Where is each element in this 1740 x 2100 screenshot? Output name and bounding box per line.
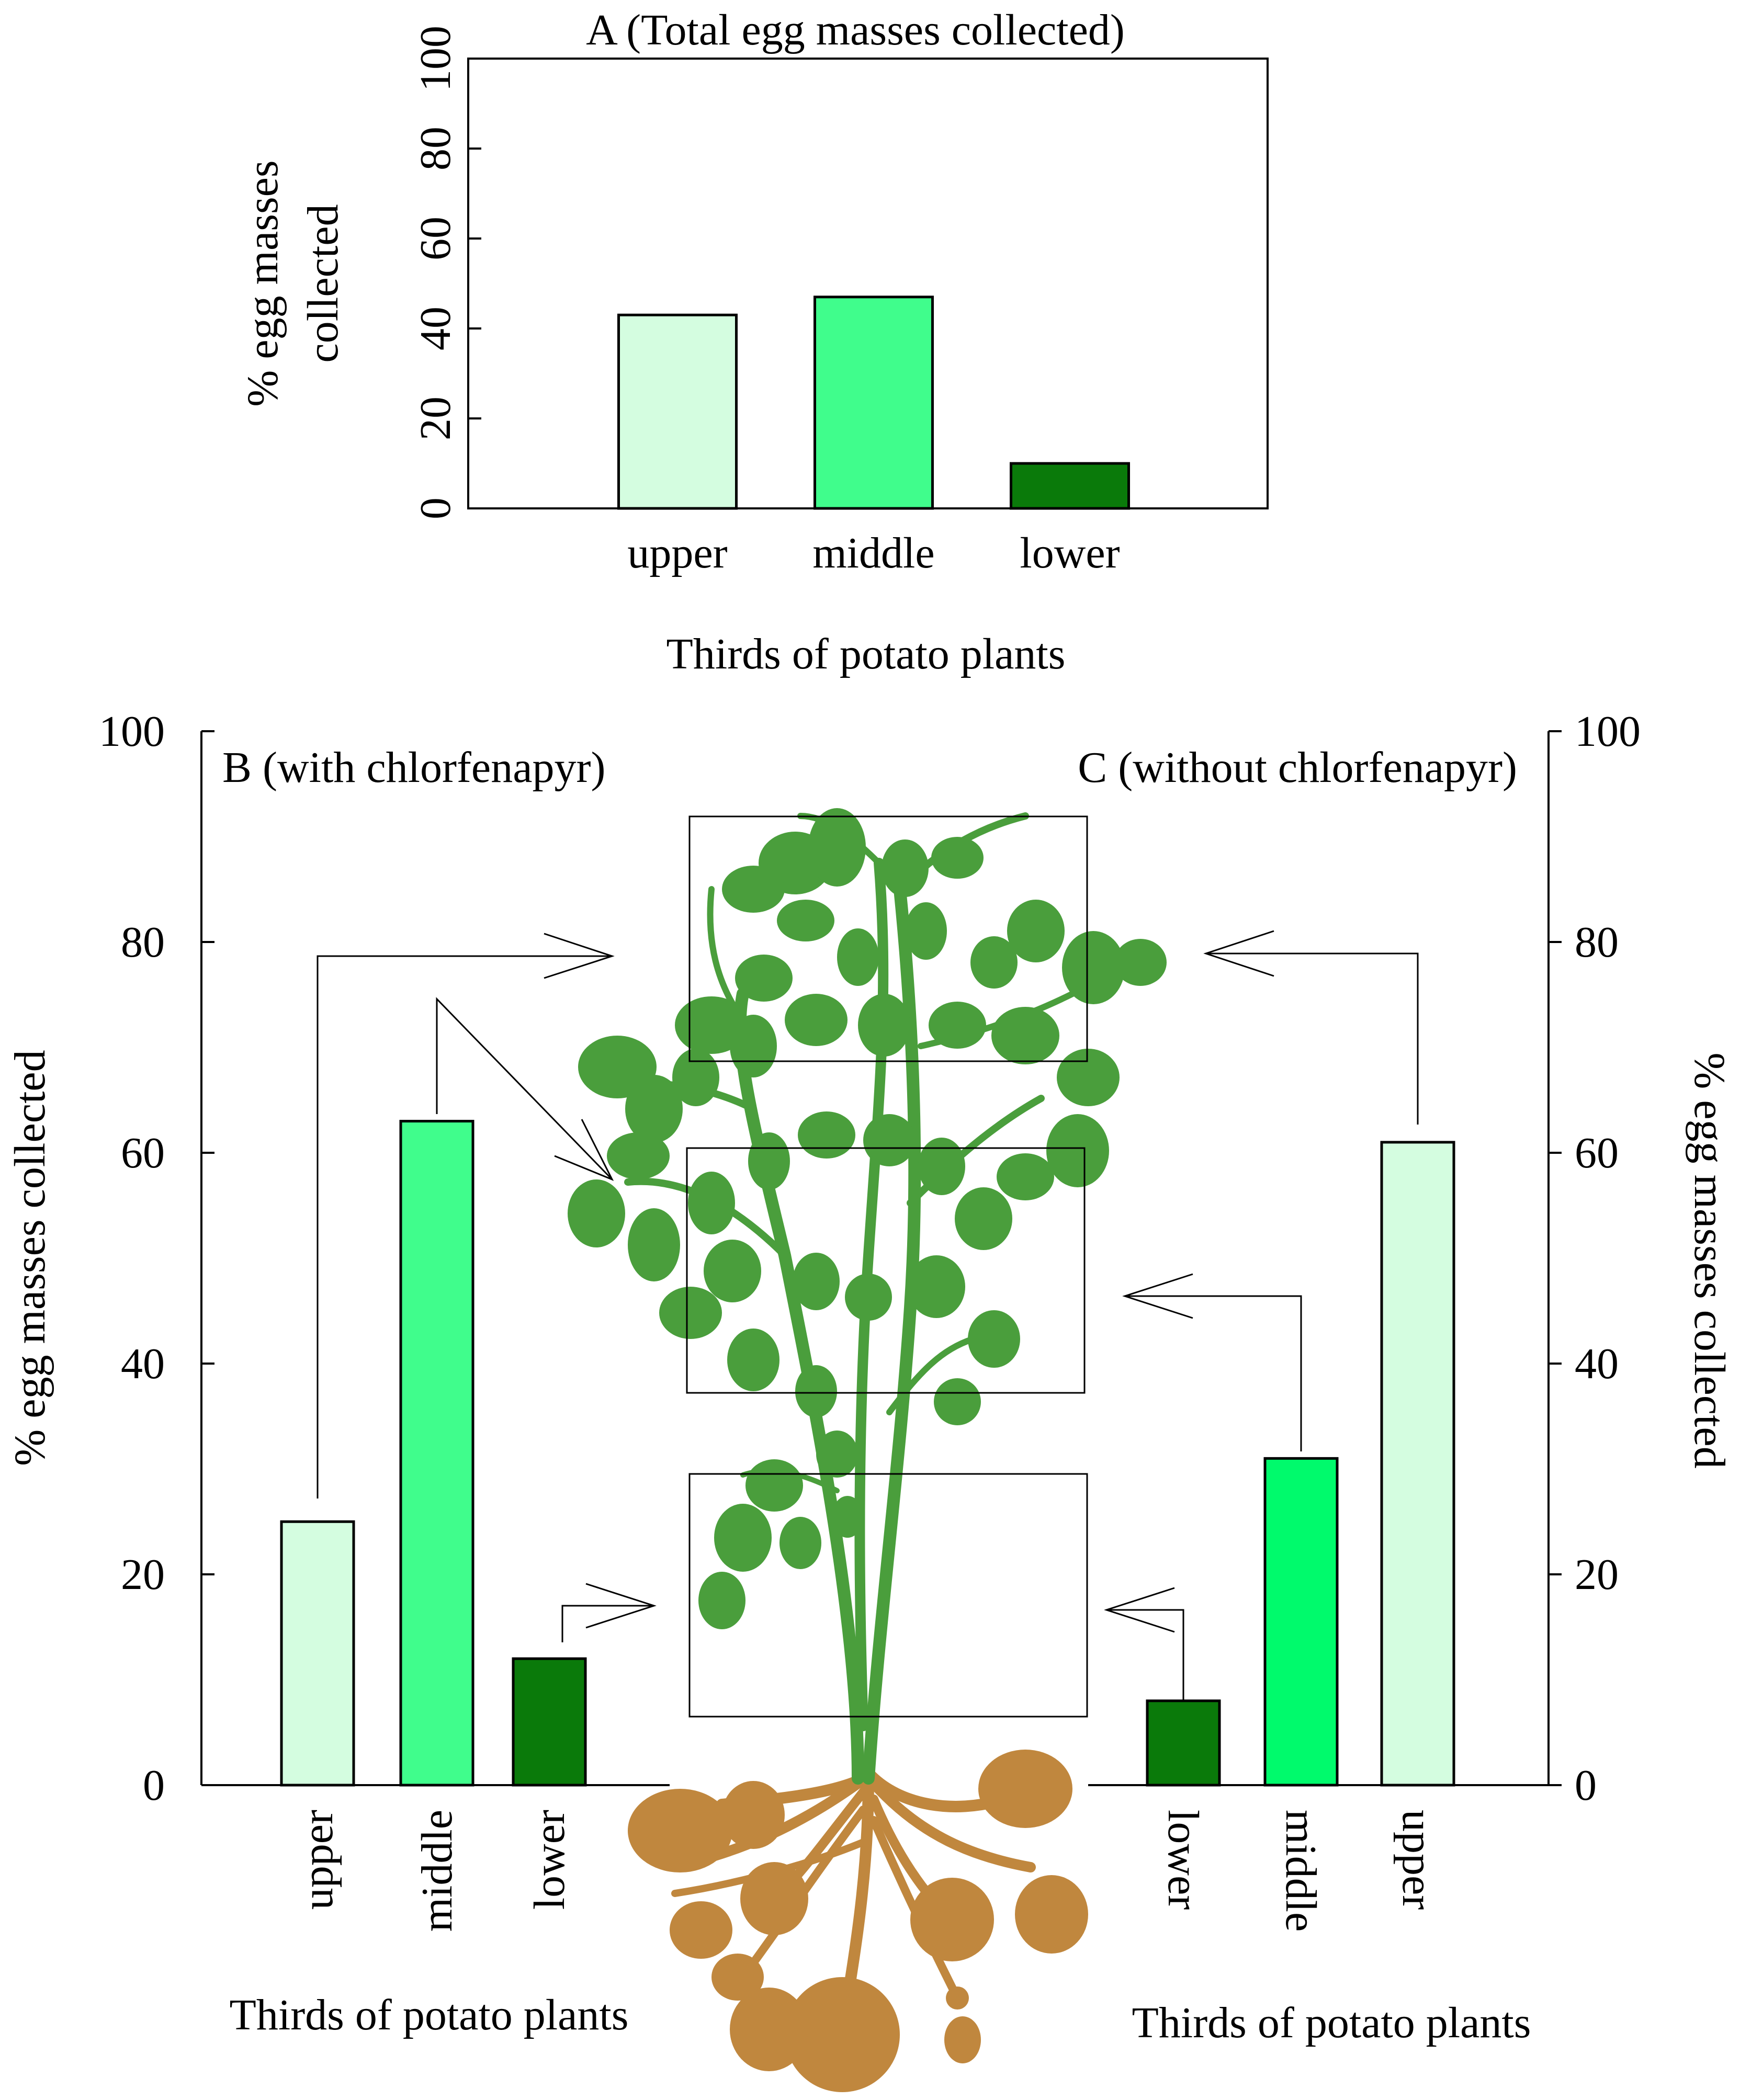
potato-plant-illustration [568,808,1167,2092]
y-tick-label: 100 [411,26,460,92]
arrow-lower-c [1106,1609,1184,1700]
arrowhead-upper-b [544,933,615,979]
panel-a-y-label-line-2: collected [299,204,347,362]
y-tick-label: 60 [1575,1129,1619,1177]
y-tick-label: 40 [121,1340,165,1388]
y-tick-label: 40 [411,307,460,350]
panel-b-title: B (with chlorfenapyr) [222,743,605,792]
lower-third-box [688,1473,1088,1718]
plant-tubers [628,1750,1088,2092]
panel-b-x-tick-labels: upper middle lower [293,1810,574,1932]
arrowhead-upper-c [1203,930,1274,977]
tuber [670,1901,732,1959]
bar-lower [512,1657,587,1787]
bar-middle [1263,1457,1339,1787]
arrowhead-lower-b [585,1583,657,1629]
x-tick-label-middle: middle [413,1810,461,1932]
y-tick-label: 40 [1575,1340,1619,1388]
tuber [628,1789,732,1872]
bar-upper [1380,1141,1455,1787]
arrow-lower-b [561,1605,654,1642]
arrowhead-lower-c [1104,1587,1175,1633]
y-tick-label: 100 [1575,707,1641,756]
panel-a-x-tick-labels: upper middle lower [627,529,1120,577]
middle-third-box [686,1147,1086,1394]
y-tick-label: 60 [411,217,460,260]
panel-b-chart: 0 20 40 60 80 100 upper middle lower B (with ch… [6,707,670,2039]
bar-lower [1146,1699,1221,1787]
y-tick-label: 0 [411,497,460,519]
y-tick-label: 0 [143,1761,165,1810]
panel-b-y-label: % egg masses collected [6,1050,54,1466]
panel-c-x-tick-labels: lower middle upper [1159,1810,1442,1932]
x-tick-label-middle: middle [1276,1810,1325,1932]
panel-c-bars [1146,1141,1455,1787]
tuber [1015,1875,1088,1954]
x-tick-label-lower: lower [1020,529,1120,577]
arrow-upper-c [1206,952,1419,1125]
tuber [946,1987,969,2010]
bar-upper [280,1520,355,1787]
y-tick-label: 80 [1575,918,1619,967]
tuber [722,1781,785,1849]
x-tick-label-upper: upper [1393,1810,1442,1910]
panel-a-chart: 0 20 40 60 80 100 upper middle lower A (Total e… [239,6,1269,678]
arrowhead-middle-b [554,1119,614,1181]
bar-upper [617,313,738,510]
panel-b-bars [280,1120,587,1787]
tuber [740,1862,808,1935]
panel-a-y-axis: 0 20 40 60 80 100 [411,26,481,519]
tuber [711,1954,764,2001]
y-tick-label: 80 [121,918,165,967]
x-tick-label-lower: lower [1159,1810,1207,1910]
panel-a-title: A (Total egg masses collected) [586,6,1125,54]
panel-a-bars [617,296,1130,510]
upper-third-box [688,815,1088,1062]
panel-c-title: C (without chlorfenapyr) [1078,743,1517,792]
plant-leaves [568,808,1167,1629]
bar-middle [399,1120,474,1787]
x-tick-label-lower: lower [525,1810,574,1910]
panel-c-arrows [1104,930,1419,1700]
panel-c-y-axis: 0 20 40 60 80 100 [1549,707,1641,1810]
arrow-upper-b [317,955,612,1499]
arrowhead-middle-c [1122,1273,1193,1319]
y-tick-label: 60 [121,1129,165,1177]
y-tick-label: 80 [411,127,460,171]
y-tick-label: 0 [1575,1761,1597,1810]
x-tick-label-upper: upper [293,1810,342,1910]
panel-b-y-axis: 0 20 40 60 80 100 [99,707,214,1810]
panel-c-chart: 0 20 40 60 80 100 lower middle upper C (without… [1078,707,1734,2047]
tuber [730,1988,808,2071]
panel-b-x-label: Thirds of potato plants [230,1991,629,2039]
x-tick-label-upper: upper [627,529,727,577]
panel-c-y-label: % egg masses collected [1685,1052,1734,1468]
bar-lower [1010,462,1130,510]
arrow-middle-b [436,997,613,1180]
y-tick-label: 100 [99,707,165,756]
panel-a-y-label-line-1: % egg masses [239,160,287,406]
tuber [978,1750,1072,1828]
bar-middle [813,296,934,510]
y-tick-label: 20 [1575,1550,1619,1599]
x-tick-label-middle: middle [812,529,934,577]
panel-b-arrows [317,933,657,1642]
arrow-middle-c [1125,1295,1302,1451]
y-tick-label: 20 [411,396,460,440]
y-tick-label: 20 [121,1550,165,1599]
tuber [910,1878,994,1961]
panel-c-x-label: Thirds of potato plants [1132,1999,1531,2047]
tuber [944,2016,981,2063]
tuber [785,1977,900,2092]
panel-a-x-label: Thirds of potato plants [666,630,1066,678]
